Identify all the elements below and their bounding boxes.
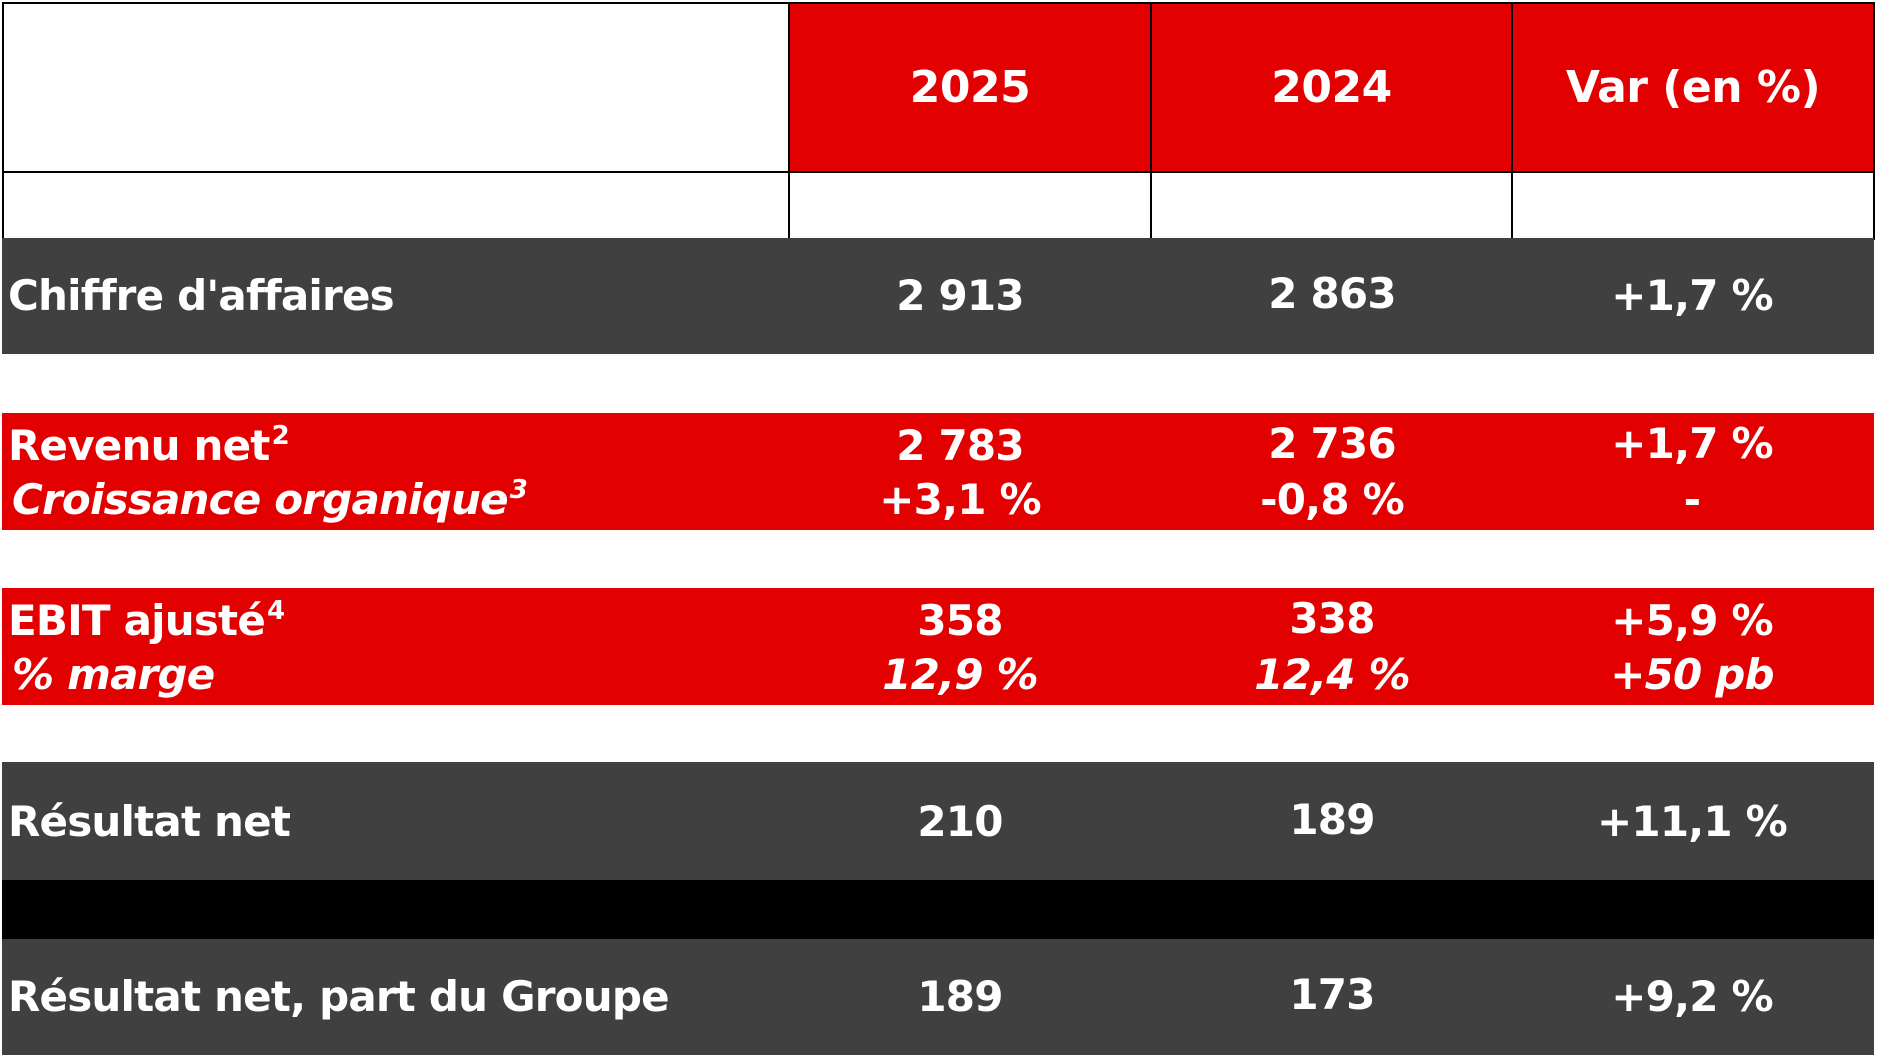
row-chiffre-affaires: Chiffre d'affaires 2 913 2 863 +1,7 % <box>2 238 1874 354</box>
revenu-net-var: +1,7 % <box>1611 419 1773 468</box>
header-2025: 2025 <box>909 62 1031 113</box>
resultat-net-groupe-label: Résultat net, part du Groupe <box>8 972 670 1021</box>
resultat-net-groupe-2024: 173 <box>1289 970 1375 1019</box>
row-resultat-net-groupe: Résultat net, part du Groupe 189 173 +9,… <box>2 939 1874 1055</box>
separator-band <box>2 880 1874 939</box>
resultat-net-groupe-2025: 189 <box>917 972 1003 1021</box>
spacer-cell-label <box>2 171 790 240</box>
spacer-cell-var <box>1511 171 1875 240</box>
ebit-ajuste-var: +5,9 % <box>1611 596 1773 645</box>
ebit-ajuste-label: EBIT ajusté4 <box>8 596 285 645</box>
croissance-organique-2025: +3,1 % <box>879 475 1041 524</box>
marge-2025: 12,9 % <box>882 650 1038 699</box>
chiffre-affaires-label: Chiffre d'affaires <box>8 271 395 320</box>
row-revenu-net: Revenu net2 2 783 2 736 +1,7 % Croissanc… <box>2 413 1874 530</box>
footnote-4: 4 <box>267 596 285 626</box>
footnote-2: 2 <box>271 421 290 451</box>
resultat-net-var: +11,1 % <box>1597 797 1788 846</box>
marge-label: % marge <box>12 650 215 699</box>
header-blank-cell <box>2 2 790 173</box>
resultat-net-2025: 210 <box>917 797 1003 846</box>
chiffre-affaires-2025: 2 913 <box>896 271 1024 320</box>
resultat-net-label: Résultat net <box>8 797 291 846</box>
header-var-cell: Var (en %) <box>1511 2 1875 173</box>
row-resultat-net: Résultat net 210 189 +11,1 % <box>2 762 1874 880</box>
marge-var: +50 pb <box>1610 650 1774 699</box>
spacer-cell-2025 <box>788 171 1152 240</box>
footnote-3: 3 <box>509 475 528 505</box>
croissance-organique-label: Croissance organique3 <box>12 475 528 524</box>
ebit-ajuste-2024: 338 <box>1289 594 1375 643</box>
spacer-cell-2024 <box>1150 171 1513 240</box>
ebit-ajuste-2025: 358 <box>917 596 1003 645</box>
revenu-net-label: Revenu net2 <box>8 421 290 470</box>
chiffre-affaires-var: +1,7 % <box>1611 271 1773 320</box>
header-2025-cell: 2025 <box>788 2 1152 173</box>
chiffre-affaires-2024: 2 863 <box>1268 269 1396 318</box>
resultat-net-groupe-var: +9,2 % <box>1611 972 1773 1021</box>
row-ebit-ajuste: EBIT ajusté4 358 338 +5,9 % % marge 12,9… <box>2 588 1874 705</box>
marge-2024: 12,4 % <box>1254 650 1410 699</box>
header-2024: 2024 <box>1271 62 1392 113</box>
header-2024-cell: 2024 <box>1150 2 1513 173</box>
header-var: Var (en %) <box>1565 62 1821 113</box>
croissance-organique-var: - <box>1683 475 1701 524</box>
croissance-organique-2024: -0,8 % <box>1260 475 1405 524</box>
revenu-net-2024: 2 736 <box>1268 419 1396 468</box>
resultat-net-2024: 189 <box>1289 795 1375 844</box>
revenu-net-2025: 2 783 <box>896 421 1024 470</box>
